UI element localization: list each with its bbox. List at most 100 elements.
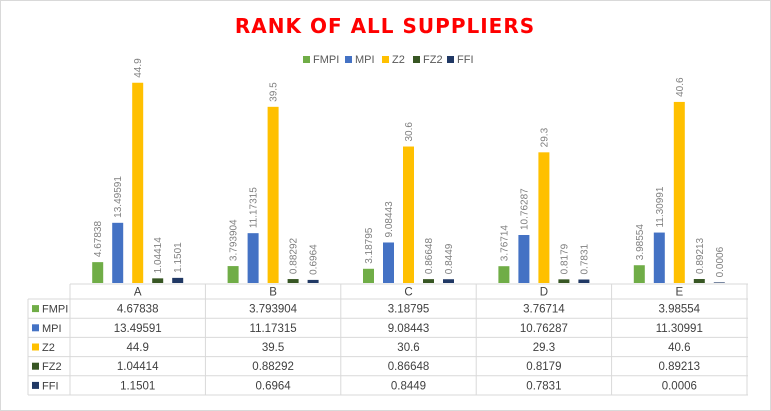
table-cell-mpi-a: 13.49591 (114, 323, 162, 335)
table-legend-key-z2 (32, 343, 39, 351)
data-label-z2-b: 39.5 (269, 82, 280, 102)
table-cell-mpi-c: 9.08443 (388, 323, 430, 335)
table-series-name-fmpi: FMPI (42, 304, 68, 316)
table-series-name-ffi: FFI (42, 380, 59, 392)
legend-label-z2: Z2 (392, 54, 405, 66)
legend-label-fmpi: FMPI (313, 54, 339, 66)
data-label-fmpi-b: 3.793904 (229, 219, 240, 261)
bar-fz2-b (287, 279, 299, 283)
table-cell-z2-e: 40.6 (668, 342, 690, 354)
table-cell-mpi-b: 11.17315 (250, 323, 297, 335)
bars-group (92, 82, 725, 283)
category-label-e: E (675, 287, 683, 299)
bar-z2-b (267, 106, 279, 283)
table-cell-fz2-a: 1.04414 (117, 361, 159, 373)
bar-z2-d (538, 152, 550, 283)
table-cell-fmpi-c: 3.18795 (388, 304, 430, 316)
bar-fmpi-d (498, 266, 510, 283)
category-label-c: C (404, 287, 412, 299)
data-label-fmpi-d: 3.76714 (499, 225, 510, 262)
data-label-z2-d: 29.3 (539, 127, 550, 147)
data-label-mpi-a: 13.49591 (113, 176, 124, 218)
data-label-ffi-b: 0.6964 (309, 244, 320, 275)
table-cell-fz2-e: 0.89213 (659, 361, 701, 373)
data-label-mpi-e: 11.30991 (655, 186, 666, 227)
bar-fmpi-c (363, 268, 374, 283)
table-legend-key-fmpi (32, 305, 39, 313)
bar-fmpi-e (633, 265, 645, 283)
bar-z2-e (673, 101, 685, 283)
data-label-z2-e: 40.6 (675, 77, 686, 97)
table-cell-fmpi-d: 3.76714 (523, 304, 565, 316)
data-label-ffi-a: 1.1501 (173, 242, 184, 273)
table-cell-ffi-b: 0.6964 (256, 380, 292, 392)
bar-fz2-d (558, 279, 570, 283)
legend-swatch-z2 (382, 56, 389, 63)
table-cell-fz2-d: 0.8179 (526, 361, 561, 373)
legend-swatch-fz2 (413, 56, 420, 63)
data-label-z2-a: 44.9 (133, 58, 144, 78)
table-cell-ffi-e: 0.0006 (662, 380, 697, 392)
table-cell-fz2-b: 0.88292 (252, 361, 294, 373)
table-cell-fmpi-e: 3.98554 (659, 304, 701, 316)
table-series-name-fz2: FZ2 (42, 361, 62, 373)
data-label-fz2-b: 0.88292 (289, 237, 300, 274)
bar-fmpi-b (227, 266, 239, 283)
table-cell-fz2-c: 0.86648 (388, 361, 430, 373)
category-label-d: D (540, 287, 548, 299)
legend-swatch-mpi (345, 56, 352, 63)
data-label-fmpi-a: 4.67838 (93, 221, 104, 258)
data-label-ffi-c: 0.8449 (444, 243, 455, 274)
table-cell-z2-a: 44.9 (127, 342, 149, 354)
table-cell-mpi-e: 11.30991 (656, 323, 703, 335)
data-label-ffi-e: 0.0006 (715, 246, 726, 277)
bar-ffi-e (713, 282, 725, 283)
bar-fmpi-a (92, 262, 104, 283)
data-labels-group: 4.67838 13.49591 44.9 1.04414 1.1501 3.793904… (93, 58, 726, 278)
table-series-name-mpi: MPI (42, 323, 62, 335)
table-cell-mpi-d: 10.76287 (520, 323, 568, 335)
bar-ffi-d (578, 279, 590, 283)
legend-swatch-fmpi (303, 56, 310, 63)
bar-mpi-a (112, 222, 124, 283)
table-cell-z2-b: 39.5 (262, 342, 284, 354)
category-label-b: B (269, 287, 277, 299)
bar-ffi-a (172, 277, 184, 283)
table-legend-key-fz2 (32, 362, 39, 370)
bar-fz2-e (693, 279, 705, 283)
bar-mpi-c (383, 242, 394, 283)
bar-mpi-b (247, 233, 259, 283)
data-label-fmpi-c: 3.18795 (364, 227, 375, 264)
bar-mpi-e (653, 232, 665, 283)
data-label-fz2-e: 0.89213 (695, 237, 706, 274)
data-label-fz2-a: 1.04414 (153, 237, 164, 274)
data-label-fmpi-e: 3.98554 (635, 224, 646, 261)
data-label-mpi-b: 11.17315 (249, 187, 260, 228)
bar-fz2-a (152, 278, 164, 283)
legend-label-mpi: MPI (355, 54, 375, 66)
table-cell-ffi-a: 1.1501 (120, 380, 155, 392)
bar-ffi-c (443, 279, 454, 283)
data-label-z2-c: 30.6 (404, 122, 415, 142)
table-legend-key-ffi (32, 381, 39, 389)
legend-swatch-ffi (447, 56, 454, 63)
bar-z2-c (403, 146, 414, 283)
bar-z2-a (132, 82, 144, 283)
category-label-a: A (134, 287, 142, 299)
table-series-name-z2: Z2 (42, 342, 55, 354)
legend-label-ffi: FFI (457, 54, 474, 66)
table-cell-fmpi-b: 3.793904 (249, 304, 298, 316)
data-label-mpi-d: 10.76287 (519, 188, 530, 230)
table-cell-z2-d: 29.3 (533, 342, 555, 354)
data-label-fz2-d: 0.8179 (559, 243, 570, 274)
chart-title: RANK OF ALL SUPPLIERS (235, 14, 535, 38)
bar-fz2-c (423, 279, 434, 283)
bar-mpi-d (518, 234, 530, 283)
bar-ffi-b (307, 279, 319, 283)
table-cell-z2-c: 30.6 (397, 342, 419, 354)
data-label-fz2-c: 0.86648 (424, 238, 435, 275)
table-legend-key-mpi (32, 324, 39, 332)
